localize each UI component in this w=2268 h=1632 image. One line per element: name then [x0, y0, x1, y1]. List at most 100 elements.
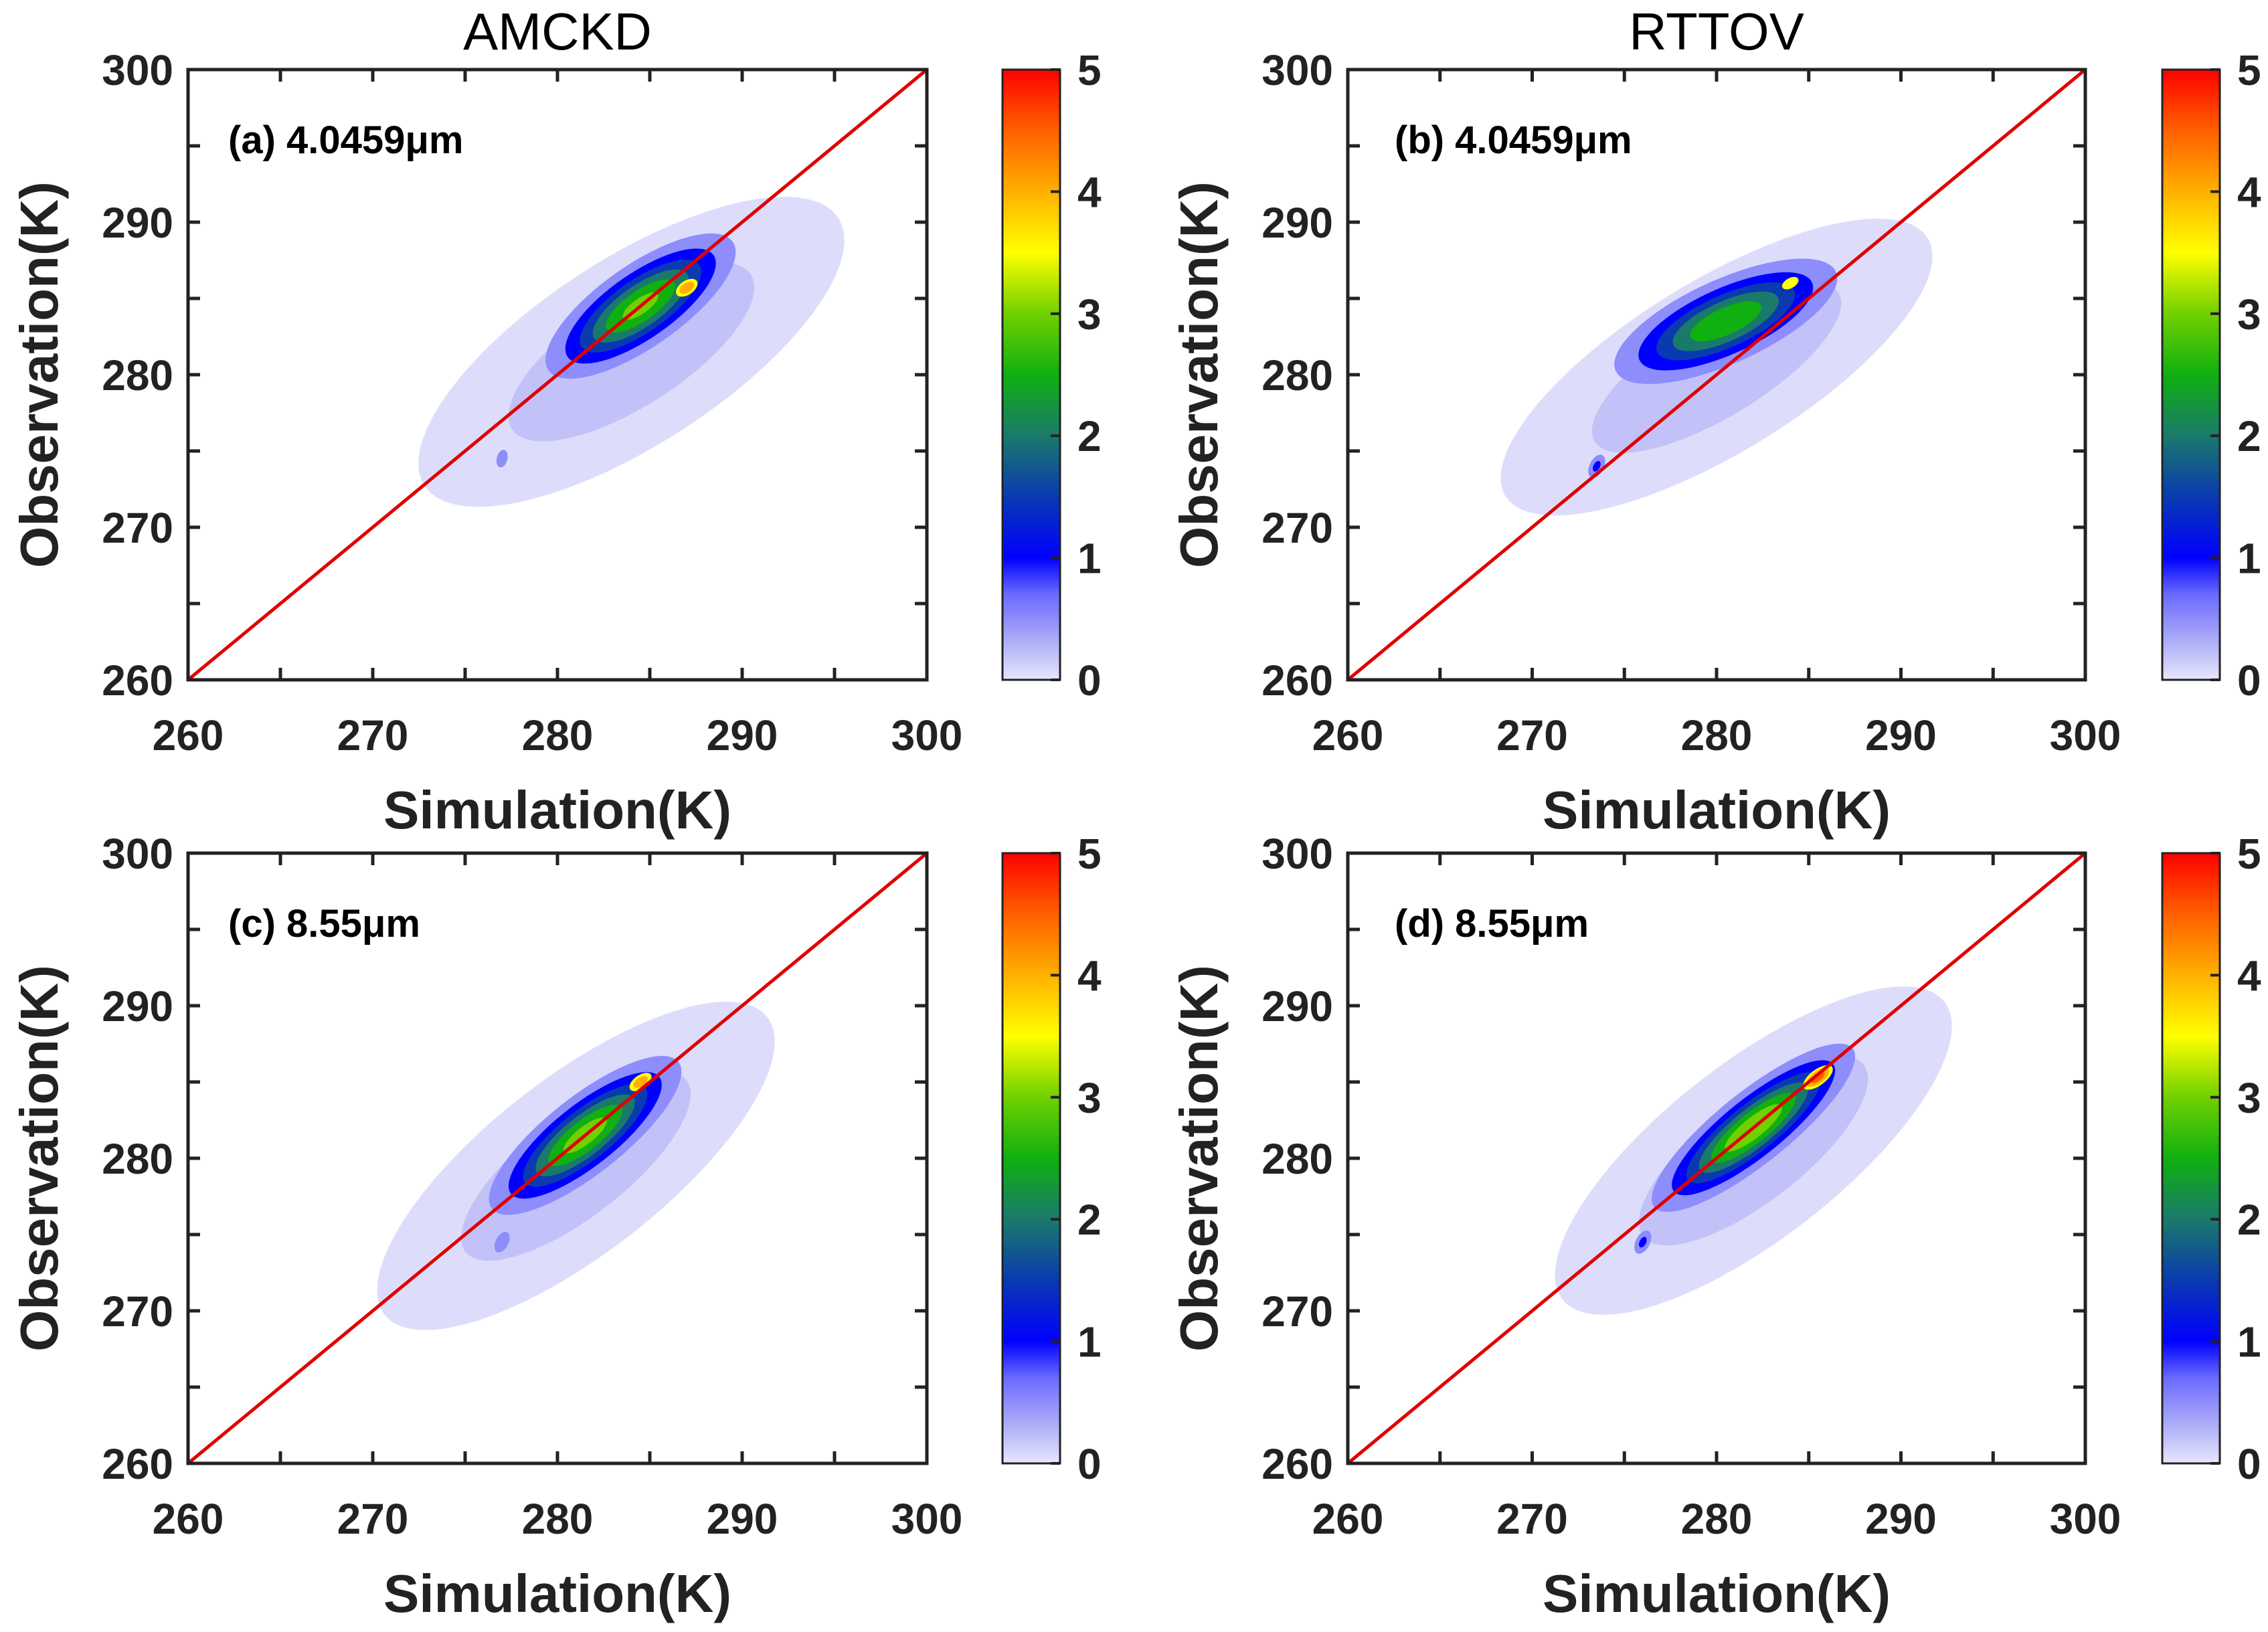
- colorbar-tick-label: 1: [1077, 535, 1102, 583]
- colorbar: [1001, 68, 1061, 681]
- x-tick-label: 300: [891, 1495, 963, 1543]
- density-contour-level-4: [633, 1076, 648, 1088]
- column-title: RTTOV: [1629, 2, 1804, 61]
- colorbar-tick-label: 3: [2237, 1074, 2261, 1122]
- colorbar-tick-label: 4: [1077, 168, 1102, 216]
- colorbar: [1001, 852, 1061, 1465]
- x-tick-label: 300: [2050, 1495, 2121, 1543]
- colorbar-tick-label: 5: [2237, 46, 2261, 94]
- x-tick-label: 260: [1312, 711, 1384, 759]
- x-tick-label: 290: [1865, 711, 1937, 759]
- colorbar-tick-label: 0: [1077, 656, 1102, 705]
- y-tick-label: 300: [102, 830, 173, 878]
- colorbar-tick-label: 2: [2237, 412, 2261, 460]
- x-tick-label: 260: [153, 711, 224, 759]
- density-contour-level-2.5: [1690, 301, 1761, 342]
- x-tick-label: 290: [707, 1495, 778, 1543]
- colorbar-tick-label: 1: [1077, 1318, 1102, 1366]
- panel-d: 260 270 280 290 300 260 270 280 290 300 Simulation…: [1169, 830, 2261, 1623]
- y-axis-label: Observation(K): [9, 181, 69, 568]
- density-contour-level-4.5: [1811, 1071, 1825, 1083]
- colorbar: [2161, 852, 2221, 1465]
- y-tick-label: 260: [102, 656, 173, 705]
- x-tick-label: 280: [522, 1495, 594, 1543]
- x-tick-label: 260: [1312, 1495, 1384, 1543]
- y-tick-label: 260: [1261, 656, 1333, 705]
- colorbar-tick-label: 4: [2237, 951, 2261, 1000]
- density-contours: [1348, 70, 2085, 680]
- colorbar-tick-label: 5: [1077, 46, 1102, 94]
- density-contour-level-4: [679, 281, 695, 294]
- density-contour-level-1: [1593, 460, 1601, 472]
- panel-label: (b) 4.0459μm: [1395, 118, 1632, 162]
- y-tick-label: 270: [102, 1287, 173, 1336]
- y-axis-label: Observation(K): [1169, 965, 1229, 1352]
- x-tick-label: 290: [1865, 1495, 1937, 1543]
- y-axis-label: Observation(K): [9, 965, 69, 1352]
- x-tick-label: 280: [1681, 711, 1753, 759]
- density-contour-level-0.5: [496, 450, 508, 468]
- colorbar-tick-label: 2: [1077, 412, 1102, 460]
- y-tick-label: 280: [1261, 1135, 1333, 1183]
- panel-label: (c) 8.55μm: [228, 902, 420, 945]
- x-tick-label: 270: [337, 1495, 409, 1543]
- x-axis-label: Simulation(K): [1543, 780, 1891, 840]
- x-tick-label: 290: [707, 711, 778, 759]
- y-tick-label: 290: [1261, 982, 1333, 1030]
- x-tick-label: 270: [1496, 711, 1568, 759]
- colorbar-tick-label: 1: [2237, 535, 2261, 583]
- colorbar-tick-label: 5: [1077, 830, 1102, 878]
- y-tick-label: 280: [1261, 351, 1333, 399]
- density-contours: [188, 853, 927, 1463]
- panel-c: 260 270 280 290 300 260 270 280 290 300 Simulation…: [9, 830, 1102, 1623]
- x-tick-label: 280: [1681, 1495, 1753, 1543]
- density-contours: [188, 70, 927, 680]
- x-axis-label: Simulation(K): [1543, 1564, 1891, 1623]
- x-tick-label: 300: [2050, 711, 2121, 759]
- x-axis-label: Simulation(K): [383, 1564, 731, 1623]
- panel-a: 260 270 280 290 300 260 270 280 290 300 Simulation…: [9, 2, 1102, 840]
- colorbar-tick-label: 3: [2237, 290, 2261, 339]
- y-tick-label: 260: [102, 1440, 173, 1488]
- colorbar-tick-label: 1: [2237, 1318, 2261, 1366]
- colorbar-tick-label: 4: [2237, 168, 2261, 216]
- y-tick-label: 300: [1261, 46, 1333, 94]
- density-contour-level-1: [1639, 1237, 1647, 1248]
- one-to-one-line: [188, 70, 927, 680]
- y-tick-label: 280: [102, 351, 173, 399]
- y-tick-label: 260: [1261, 1440, 1333, 1488]
- panel-label: (d) 8.55μm: [1395, 902, 1589, 945]
- density-contour-level-0.5: [494, 1232, 510, 1253]
- density-contours: [1348, 853, 2085, 1463]
- y-tick-label: 290: [102, 982, 173, 1030]
- one-to-one-line: [1348, 70, 2085, 680]
- colorbar-tick-label: 4: [1077, 951, 1102, 1000]
- y-tick-label: 270: [1261, 504, 1333, 552]
- x-tick-label: 300: [891, 711, 963, 759]
- panel-b: 260 270 280 290 300 260 270 280 290 300 Simulation…: [1169, 2, 2261, 840]
- column-title: AMCKD: [463, 2, 652, 61]
- x-tick-label: 270: [1496, 1495, 1568, 1543]
- y-tick-label: 300: [1261, 830, 1333, 878]
- x-tick-label: 260: [153, 1495, 224, 1543]
- x-axis-label: Simulation(K): [383, 780, 731, 840]
- colorbar-tick-label: 0: [2237, 656, 2261, 705]
- x-tick-label: 280: [522, 711, 594, 759]
- colorbar-tick-label: 0: [2237, 1440, 2261, 1488]
- colorbar-tick-label: 3: [1077, 290, 1102, 339]
- y-tick-label: 300: [102, 46, 173, 94]
- y-tick-label: 270: [1261, 1287, 1333, 1336]
- y-tick-label: 280: [102, 1135, 173, 1183]
- one-to-one-line: [188, 853, 927, 1463]
- colorbar-tick-label: 2: [1077, 1196, 1102, 1244]
- colorbar-tick-label: 5: [2237, 830, 2261, 878]
- density-contour-level-3.5: [1782, 276, 1799, 290]
- y-axis-label: Observation(K): [1169, 181, 1229, 568]
- y-tick-label: 290: [1261, 199, 1333, 247]
- colorbar-tick-label: 2: [2237, 1196, 2261, 1244]
- colorbar: [2161, 68, 2221, 681]
- y-tick-label: 290: [102, 199, 173, 247]
- colorbar-tick-label: 3: [1077, 1074, 1102, 1122]
- x-tick-label: 270: [337, 711, 409, 759]
